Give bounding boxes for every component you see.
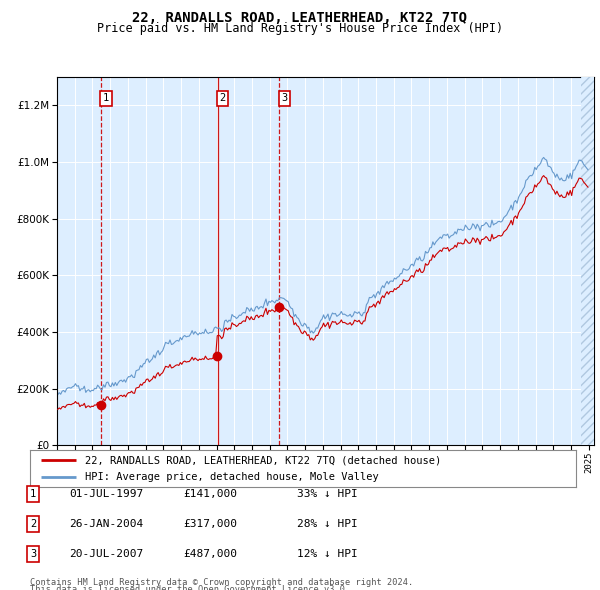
Text: 3: 3	[281, 93, 287, 103]
Text: 2: 2	[220, 93, 226, 103]
Text: 01-JUL-1997: 01-JUL-1997	[69, 489, 143, 499]
Text: 20-JUL-2007: 20-JUL-2007	[69, 549, 143, 559]
Text: 3: 3	[30, 549, 36, 559]
Text: This data is licensed under the Open Government Licence v3.0.: This data is licensed under the Open Gov…	[30, 585, 350, 590]
Text: 33% ↓ HPI: 33% ↓ HPI	[297, 489, 358, 499]
Text: £487,000: £487,000	[183, 549, 237, 559]
Text: £141,000: £141,000	[183, 489, 237, 499]
Text: 28% ↓ HPI: 28% ↓ HPI	[297, 519, 358, 529]
Text: 22, RANDALLS ROAD, LEATHERHEAD, KT22 7TQ: 22, RANDALLS ROAD, LEATHERHEAD, KT22 7TQ	[133, 11, 467, 25]
Text: Price paid vs. HM Land Registry's House Price Index (HPI): Price paid vs. HM Land Registry's House …	[97, 22, 503, 35]
Text: 22, RANDALLS ROAD, LEATHERHEAD, KT22 7TQ (detached house): 22, RANDALLS ROAD, LEATHERHEAD, KT22 7TQ…	[85, 455, 441, 465]
Text: 2: 2	[30, 519, 36, 529]
Bar	[581, 77, 594, 445]
Text: Contains HM Land Registry data © Crown copyright and database right 2024.: Contains HM Land Registry data © Crown c…	[30, 578, 413, 587]
Text: 26-JAN-2004: 26-JAN-2004	[69, 519, 143, 529]
Text: 1: 1	[103, 93, 109, 103]
Text: HPI: Average price, detached house, Mole Valley: HPI: Average price, detached house, Mole…	[85, 472, 379, 482]
Text: £317,000: £317,000	[183, 519, 237, 529]
Text: 12% ↓ HPI: 12% ↓ HPI	[297, 549, 358, 559]
Text: 1: 1	[30, 489, 36, 499]
